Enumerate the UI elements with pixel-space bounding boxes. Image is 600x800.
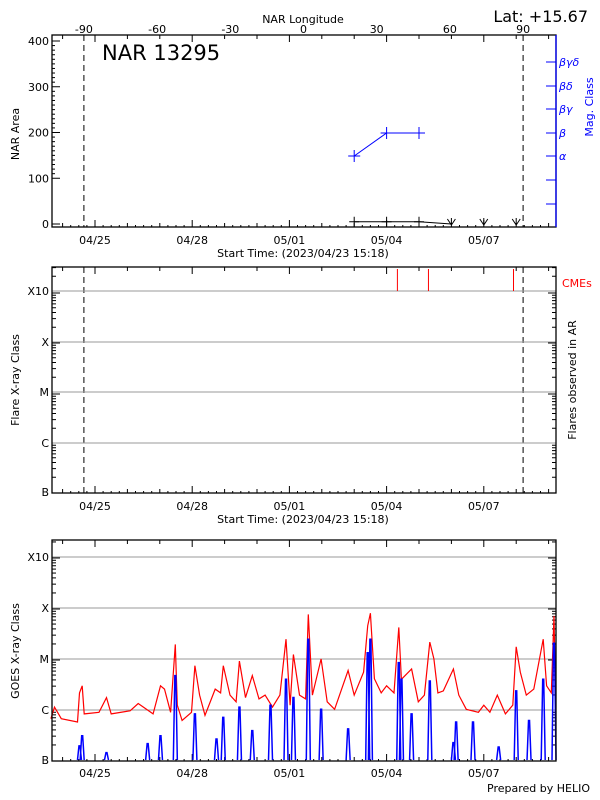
area-point-plus	[349, 216, 360, 227]
mag-class-axis-label: Mag. Class	[583, 77, 596, 136]
goes-short-channel-spike	[318, 708, 324, 761]
class-tick-label: C	[41, 437, 49, 450]
time-tick-label: 05/01	[274, 234, 306, 247]
area-point-arrow	[479, 218, 489, 226]
footer-credit: Prepared by HELIO	[487, 782, 590, 795]
area-tick-label: 400	[28, 35, 49, 48]
class-tick-label: X	[41, 336, 49, 349]
class-tick-label: X10	[27, 551, 49, 564]
goes-long-channel-line	[50, 613, 556, 723]
mag-class-label: α	[559, 150, 567, 163]
area-axis-label: NAR Area	[9, 108, 22, 160]
goes-short-channel-spike	[526, 719, 532, 761]
time-tick-label: 05/04	[371, 767, 403, 780]
area-tick-label: 0	[42, 218, 49, 231]
time-tick-label: 05/04	[371, 500, 403, 513]
mag-class-label: βδ	[558, 80, 573, 93]
mag-class-label: βγδ	[558, 56, 580, 69]
goes-short-channel-spike	[367, 638, 374, 761]
goes-short-channel-spike	[103, 751, 110, 761]
goes-short-channel-spike	[408, 713, 415, 761]
goes-short-channel-spike	[345, 728, 351, 761]
goes-short-channel-spike	[453, 721, 459, 761]
longitude-tick-label: 60	[443, 23, 457, 36]
goes-class-axis-label: GOES X-ray Class	[9, 603, 22, 699]
goes-short-channel-spike	[495, 746, 502, 761]
class-tick-label: M	[40, 386, 50, 399]
goes-short-channel-spike	[79, 735, 85, 761]
goes-short-channel-spike	[290, 696, 297, 761]
longitude-tick-label: 0	[300, 23, 307, 36]
goes-short-channel-spike	[213, 738, 220, 761]
start-time-label-1: Start Time: (2023/04/23 15:18)	[217, 247, 389, 260]
goes-short-channel-spike	[513, 690, 519, 761]
area-tick-label: 200	[28, 127, 49, 140]
area-point-plus	[381, 216, 392, 227]
goes-short-channel-spike	[427, 680, 433, 761]
time-tick-label: 05/07	[468, 234, 500, 247]
class-tick-label: X	[41, 602, 49, 615]
goes-short-channel-spike	[157, 735, 164, 761]
longitude-tick-label: -90	[75, 23, 93, 36]
goes-short-channel-spike	[144, 742, 151, 761]
time-tick-label: 05/07	[468, 500, 500, 513]
longitude-tick-label: -30	[221, 23, 239, 36]
area-point-arrow	[511, 218, 521, 226]
class-tick-label: M	[40, 653, 50, 666]
goes-short-channel-spike	[236, 706, 243, 761]
time-tick-label: 04/25	[79, 234, 111, 247]
time-tick-label: 04/28	[176, 234, 208, 247]
area-tick-label: 100	[28, 172, 49, 185]
mag-class-point	[380, 127, 393, 139]
mag-class-point	[348, 150, 361, 162]
class-tick-label: X10	[27, 285, 49, 298]
goes-short-channel-spike	[172, 674, 179, 761]
goes-short-channel-spike	[267, 704, 274, 761]
top-axis-label: NAR Longitude	[262, 13, 344, 26]
time-tick-label: 05/01	[274, 767, 306, 780]
panel-frame	[51, 266, 557, 494]
longitude-tick-label: -60	[148, 23, 166, 36]
goes-short-channel-spike	[470, 721, 476, 761]
cme-label: CMEs	[562, 277, 592, 290]
panel-frame	[51, 539, 557, 762]
time-tick-label: 05/04	[371, 234, 403, 247]
goes-short-channel-spike	[249, 729, 256, 761]
area-point-plus	[414, 216, 424, 227]
class-tick-label: B	[41, 486, 49, 499]
time-tick-label: 04/28	[176, 767, 208, 780]
region-title: NAR 13295	[102, 41, 220, 65]
goes-short-channel-spike	[192, 713, 198, 761]
goes-short-channel-spike	[540, 678, 546, 761]
time-tick-label: 04/25	[79, 500, 111, 513]
goes-short-channel-spike	[305, 638, 312, 761]
mag-class-point	[413, 127, 425, 139]
goes-short-channel-spike	[551, 642, 557, 761]
class-tick-label: B	[41, 754, 49, 767]
mag-class-label: βγ	[558, 103, 573, 116]
time-tick-label: 05/01	[274, 500, 306, 513]
latitude-label: Lat: +15.67	[493, 7, 588, 26]
area-tick-label: 300	[28, 81, 49, 94]
longitude-tick-label: 90	[516, 23, 530, 36]
time-tick-label: 05/07	[468, 767, 500, 780]
mag-class-label: β	[558, 127, 566, 140]
goes-short-channel-spike	[398, 678, 405, 761]
class-tick-label: C	[41, 704, 49, 717]
longitude-tick-label: 30	[370, 23, 384, 36]
goes-short-channel-spike	[283, 678, 289, 761]
flares-observed-axis-label: Flares observed in AR	[566, 320, 579, 440]
area-line	[354, 221, 452, 225]
start-time-label-2: Start Time: (2023/04/23 15:18)	[217, 513, 389, 526]
time-tick-label: 04/28	[176, 500, 208, 513]
time-tick-label: 04/25	[79, 767, 111, 780]
flare-class-axis-label: Flare X-ray Class	[9, 334, 22, 426]
goes-short-channel-spike	[220, 716, 226, 761]
area-point-arrow	[446, 218, 456, 226]
